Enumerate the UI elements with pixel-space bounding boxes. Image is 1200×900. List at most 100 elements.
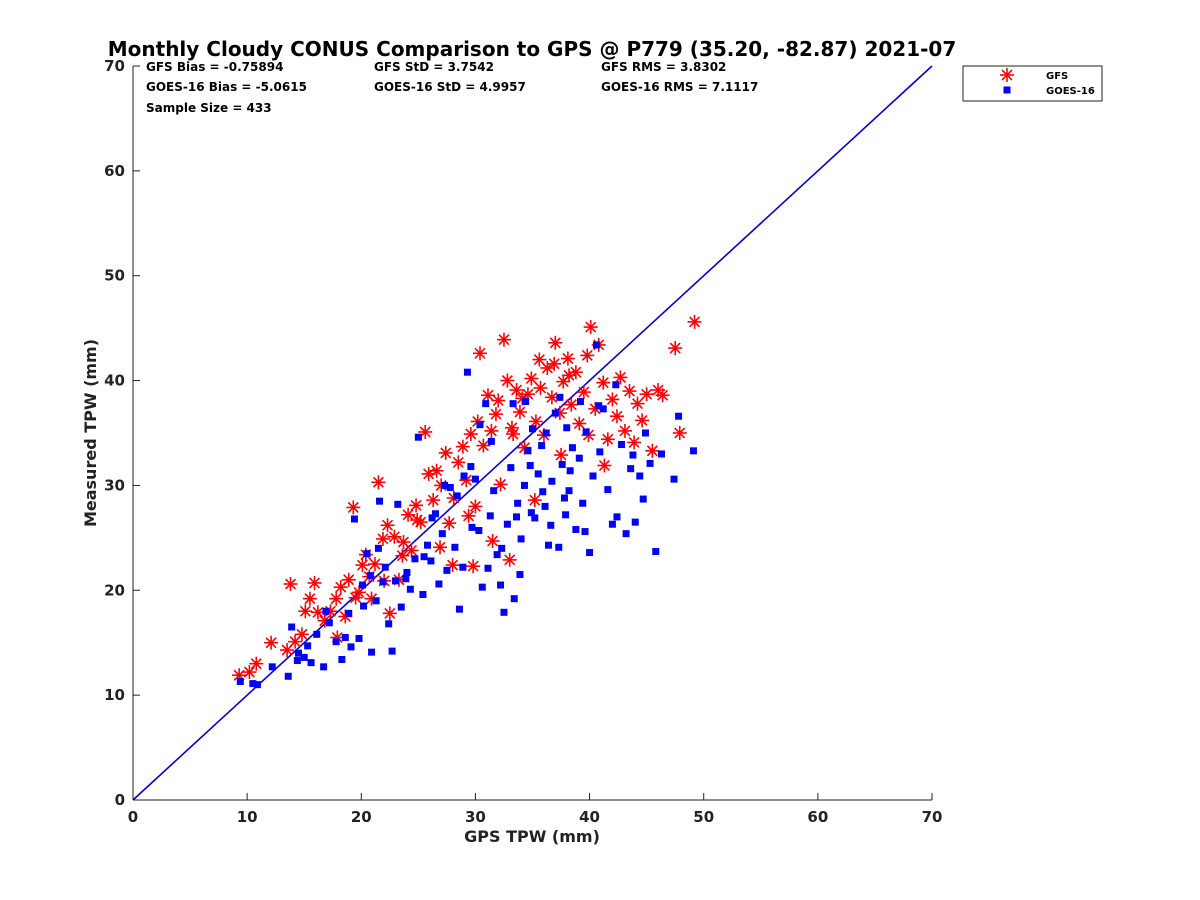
goes16-point bbox=[589, 472, 597, 480]
goes16-point bbox=[313, 630, 321, 638]
y-tick-label: 50 bbox=[104, 267, 125, 285]
goes16-point bbox=[420, 553, 428, 561]
gfs-point bbox=[348, 590, 363, 605]
goes16-point bbox=[468, 523, 476, 531]
goes16-point bbox=[295, 649, 303, 657]
goes16-point bbox=[358, 581, 366, 589]
goes16-point bbox=[531, 514, 539, 522]
goes16-point bbox=[560, 494, 568, 502]
goes16-point bbox=[441, 481, 449, 489]
goes16-point bbox=[368, 648, 376, 656]
goes16-point bbox=[538, 442, 546, 450]
goes16-point bbox=[478, 583, 486, 591]
gfs-point bbox=[583, 320, 598, 335]
gfs-point bbox=[609, 409, 624, 424]
gfs-point bbox=[630, 396, 645, 411]
goes16-point bbox=[355, 635, 363, 643]
y-tick-label: 70 bbox=[104, 57, 125, 75]
legend: GFS GOES-16 bbox=[962, 65, 1103, 102]
gfs-point bbox=[533, 380, 548, 395]
goes16-point bbox=[345, 609, 353, 617]
chart-title: Monthly Cloudy CONUS Comparison to GPS @… bbox=[108, 37, 957, 61]
goes16-point bbox=[618, 441, 626, 449]
goes16-point bbox=[487, 437, 495, 445]
goes16-point bbox=[381, 563, 389, 571]
goes16-point bbox=[575, 454, 583, 462]
gfs-point bbox=[484, 423, 499, 438]
goes16-point bbox=[423, 541, 431, 549]
legend-gfs-label: GFS bbox=[1046, 71, 1068, 82]
legend-goes16-label: GOES-16 bbox=[1046, 86, 1095, 97]
gfs-point bbox=[429, 463, 444, 478]
y-tick-label: 10 bbox=[104, 686, 125, 704]
goes16-point bbox=[288, 623, 296, 631]
goes16-point bbox=[636, 472, 644, 480]
y-tick-label: 60 bbox=[104, 162, 125, 180]
gfs-point bbox=[502, 552, 517, 567]
goes16-point bbox=[526, 462, 534, 470]
gfs-point bbox=[380, 518, 395, 533]
goes16-point bbox=[394, 500, 402, 508]
goes16-point bbox=[460, 472, 468, 480]
x-tick-label: 0 bbox=[128, 808, 138, 826]
gfs-point bbox=[355, 558, 370, 573]
y-tick-label: 30 bbox=[104, 476, 125, 494]
gfs-point bbox=[346, 500, 361, 515]
gfs-point bbox=[461, 508, 476, 523]
goes16-point bbox=[604, 486, 612, 494]
goes16-point bbox=[253, 681, 261, 689]
goes16-point bbox=[392, 577, 400, 585]
goes16-point bbox=[438, 530, 446, 538]
goes16-point bbox=[350, 515, 358, 523]
gfs-point bbox=[375, 531, 390, 546]
goes16-point bbox=[642, 429, 650, 437]
goes16-point bbox=[459, 563, 467, 571]
gfs-point bbox=[264, 635, 279, 650]
goes16-point bbox=[539, 488, 547, 496]
goes16-point bbox=[428, 514, 436, 522]
goes16-point bbox=[403, 568, 411, 576]
one-to-one-line bbox=[132, 65, 933, 801]
gfs-point bbox=[466, 559, 481, 574]
gfs-point bbox=[485, 534, 500, 549]
gfs-point bbox=[451, 455, 466, 470]
goes16-point bbox=[509, 400, 517, 408]
goes16-point bbox=[534, 470, 542, 478]
gfs-point bbox=[488, 407, 503, 422]
y-axis-ticks: 0 10 20 30 40 50 60 70 bbox=[104, 57, 140, 809]
goes16-point bbox=[576, 398, 584, 406]
gfs-point bbox=[548, 335, 563, 350]
goes16-point bbox=[592, 341, 600, 349]
series-goes16 bbox=[236, 341, 697, 689]
goes16-point bbox=[385, 620, 393, 628]
goes16-point bbox=[563, 424, 571, 432]
x-tick-label: 40 bbox=[579, 808, 600, 826]
goes16-point bbox=[608, 520, 616, 528]
stat-text: GOES-16 RMS = 7.1117 bbox=[601, 80, 758, 94]
gfs-point bbox=[554, 448, 569, 463]
goes16-point bbox=[657, 450, 665, 458]
legend-goes16-symbol bbox=[1003, 86, 1011, 94]
gfs-point bbox=[597, 458, 612, 473]
gfs-point bbox=[627, 435, 642, 450]
goes16-point bbox=[431, 510, 439, 518]
gfs-point bbox=[455, 439, 470, 454]
goes16-point bbox=[411, 555, 419, 563]
goes16-point bbox=[486, 512, 494, 520]
legend-gfs-symbol bbox=[1000, 68, 1014, 82]
goes16-point bbox=[463, 368, 471, 376]
gfs-point bbox=[329, 591, 344, 606]
goes16-point bbox=[471, 475, 479, 483]
goes16-point bbox=[493, 551, 501, 559]
gfs-point bbox=[307, 575, 322, 590]
goes16-point bbox=[631, 518, 639, 526]
gfs-point bbox=[635, 413, 650, 428]
goes16-point bbox=[307, 659, 315, 667]
goes16-point bbox=[548, 477, 556, 485]
gfs-point bbox=[645, 443, 660, 458]
gfs-point bbox=[600, 432, 615, 447]
gfs-point bbox=[382, 606, 397, 621]
x-tick-label: 50 bbox=[693, 808, 714, 826]
goes16-point bbox=[558, 460, 566, 468]
goes16-point bbox=[568, 444, 576, 452]
